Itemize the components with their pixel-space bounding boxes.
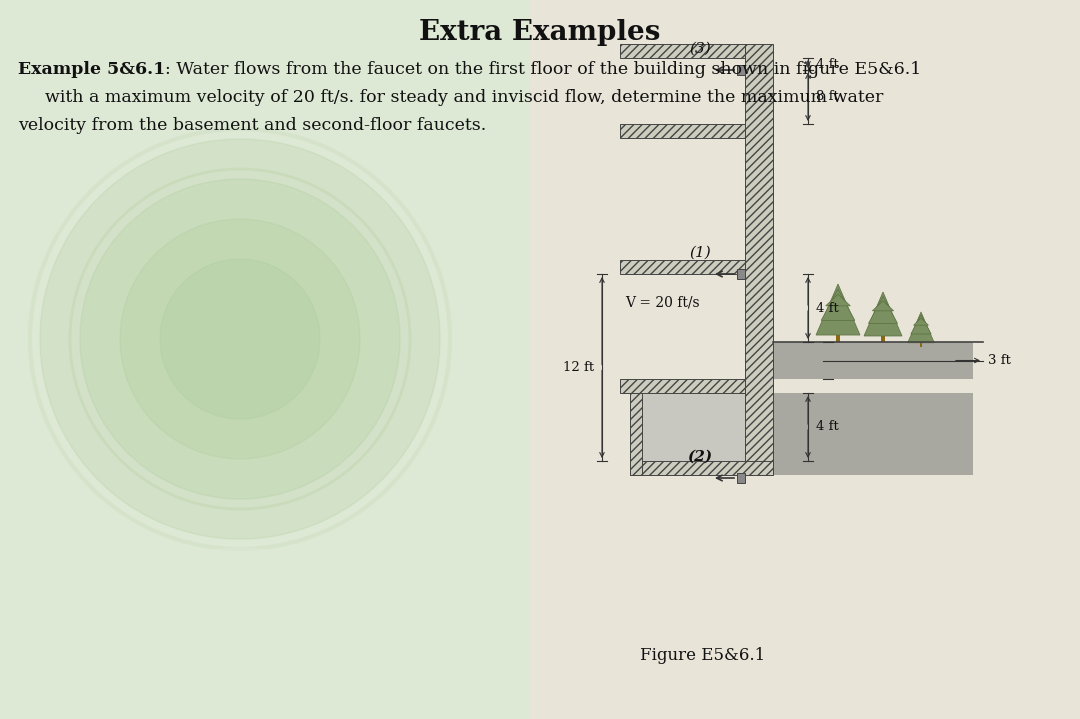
Text: 8 ft: 8 ft xyxy=(816,91,839,104)
Bar xyxy=(737,65,745,75)
Bar xyxy=(630,393,642,475)
Text: Figure E5&6.1: Figure E5&6.1 xyxy=(640,647,766,664)
Circle shape xyxy=(40,139,440,539)
Bar xyxy=(881,336,885,342)
Text: 4 ft: 4 ft xyxy=(816,301,839,314)
Bar xyxy=(620,44,745,58)
Text: V = 20 ft/s: V = 20 ft/s xyxy=(625,296,700,310)
Bar xyxy=(0,0,530,719)
Text: with a maximum velocity of 20 ft/s. for steady and inviscid flow, determine the : with a maximum velocity of 20 ft/s. for … xyxy=(45,89,883,106)
Polygon shape xyxy=(873,301,893,311)
Text: 3 ft: 3 ft xyxy=(988,354,1011,367)
Text: Extra Examples: Extra Examples xyxy=(419,19,661,46)
Bar xyxy=(836,335,840,342)
Polygon shape xyxy=(907,312,934,343)
Polygon shape xyxy=(868,296,897,324)
Bar xyxy=(630,461,773,475)
Text: (1): (1) xyxy=(689,246,711,260)
Bar xyxy=(737,269,745,279)
Polygon shape xyxy=(864,292,902,336)
Polygon shape xyxy=(914,319,929,325)
Bar xyxy=(773,393,973,475)
Polygon shape xyxy=(821,289,855,321)
Circle shape xyxy=(120,219,360,459)
Bar xyxy=(530,0,1080,719)
Bar xyxy=(737,473,745,483)
Bar xyxy=(745,44,773,475)
Text: : Water flows from the faucet on the first floor of the building shown in figure: : Water flows from the faucet on the fir… xyxy=(165,61,921,78)
Polygon shape xyxy=(825,294,850,306)
Circle shape xyxy=(160,259,320,419)
Text: 4 ft: 4 ft xyxy=(816,421,839,434)
Bar xyxy=(919,343,922,347)
Circle shape xyxy=(80,179,400,499)
Bar xyxy=(620,260,745,274)
Text: Example 5&6.1: Example 5&6.1 xyxy=(18,61,165,78)
Text: velocity from the basement and second-floor faucets.: velocity from the basement and second-fl… xyxy=(18,117,486,134)
Text: (2): (2) xyxy=(688,450,713,464)
Text: (3): (3) xyxy=(689,42,711,56)
Bar xyxy=(620,124,745,138)
Polygon shape xyxy=(816,284,860,335)
Bar xyxy=(773,342,973,379)
Text: 4 ft: 4 ft xyxy=(816,58,839,70)
Bar xyxy=(642,393,745,461)
Bar xyxy=(620,379,745,393)
Text: 12 ft: 12 ft xyxy=(563,361,594,374)
Polygon shape xyxy=(910,315,931,334)
